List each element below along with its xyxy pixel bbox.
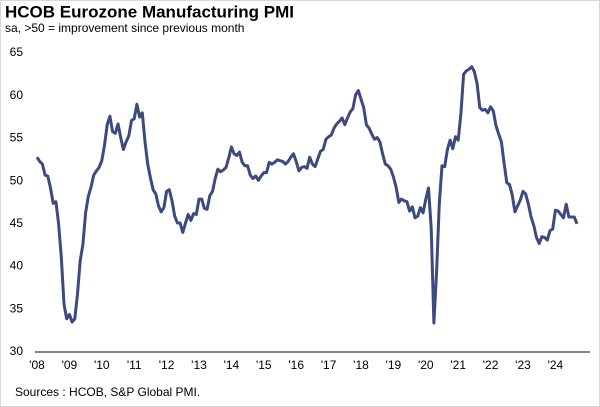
x-tick-label: '20 <box>418 358 434 372</box>
x-tick-label: '08 <box>29 358 45 372</box>
x-tick-label: '21 <box>450 358 466 372</box>
y-tick-label: 55 <box>10 131 24 145</box>
x-tick-label: '12 <box>159 358 175 372</box>
y-tick-label: 45 <box>10 216 24 230</box>
y-tick-label: 65 <box>10 45 24 59</box>
x-tick-label: '09 <box>62 358 78 372</box>
y-tick-label: 40 <box>10 259 24 273</box>
x-tick-label: '10 <box>94 358 110 372</box>
y-tick-label: 35 <box>10 301 24 315</box>
x-tick-label: '15 <box>256 358 272 372</box>
pmi-line <box>35 65 579 325</box>
x-tick-label: '24 <box>548 358 564 372</box>
y-tick-label: 30 <box>10 344 24 358</box>
chart-title: HCOB Eurozone Manufacturing PMI <box>5 2 294 21</box>
y-tick-label: 50 <box>10 173 24 187</box>
x-tick-label: '11 <box>127 358 142 372</box>
x-tick-label: '13 <box>191 358 207 372</box>
source: Sources : HCOB, S&P Global PMI. <box>15 385 200 399</box>
x-tick-label: '16 <box>288 358 304 372</box>
x-tick-label: '19 <box>386 358 402 372</box>
x-tick-label: '14 <box>224 358 240 372</box>
x-tick-label: '18 <box>353 358 369 372</box>
chart-subtitle: sa, >50 = improvement since previous mon… <box>5 21 244 35</box>
y-tick-label: 60 <box>10 88 24 102</box>
x-tick-label: '22 <box>483 358 499 372</box>
x-tick-label: '17 <box>321 358 337 372</box>
x-tick-label: '23 <box>515 358 531 372</box>
